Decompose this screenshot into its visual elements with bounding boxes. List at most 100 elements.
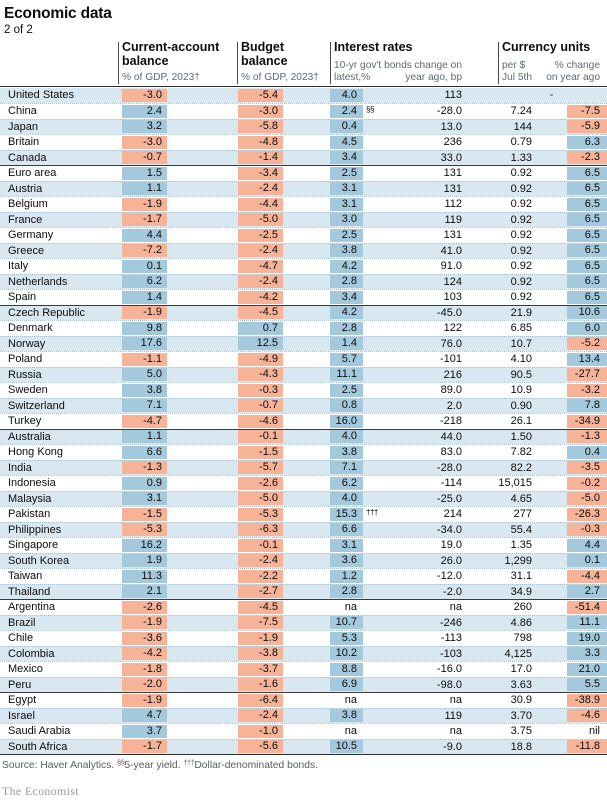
current-account-cell-value: 1.4 — [122, 290, 167, 304]
rate-change-cell: -103 — [439, 647, 462, 660]
budget-balance-cell: -4.4 — [238, 197, 283, 212]
rate-change-cell: -9.0 — [443, 740, 462, 753]
country-name: Argentina — [8, 601, 56, 614]
spacer — [283, 120, 330, 135]
fx-change-cell: 6.5 — [567, 290, 607, 305]
per-dollar-cell — [466, 88, 536, 104]
current-account-cell: -1.9 — [122, 616, 167, 631]
current-account-cell: 1.1 — [122, 182, 167, 197]
bond-rate-cell-value: 6.9 — [330, 678, 363, 692]
per-dollar-cell: 0.92 — [510, 182, 532, 195]
per-dollar-cell: 18.8 — [510, 740, 532, 753]
rate-change-cell: 26.0 — [440, 554, 462, 567]
footnote-marker — [363, 151, 385, 166]
current-account-cell-value: 3.1 — [122, 492, 167, 506]
bond-rate-cell-value: 3.8 — [330, 244, 363, 258]
spacer — [283, 352, 330, 367]
budget-balance-cell: -5.0 — [238, 492, 283, 507]
spacer — [283, 709, 330, 724]
footnote-symbol-2: ††† — [183, 758, 195, 767]
spacer — [536, 507, 567, 522]
spacer — [536, 368, 567, 383]
fx-change-cell: 6.5 — [567, 228, 607, 243]
budget-balance-cell-value: -1.0 — [238, 724, 283, 738]
current-account-cell: 0.1 — [122, 259, 167, 274]
bond-rate-cell-value: 3.4 — [330, 151, 363, 165]
current-account-cell: 11.3 — [122, 569, 167, 584]
table-row: Canada -0.7 -1.4 3.4 33.0 1.33 -2.3 — [0, 149, 607, 166]
budget-balance-cell-value: -0.1 — [238, 538, 283, 552]
footnote-marker — [363, 368, 385, 383]
per-dollar-cell: 10.9 — [510, 384, 532, 397]
current-account-cell-value: -1.9 — [122, 197, 167, 211]
current-account-cell: 1.1 — [122, 430, 167, 445]
rate-change-cell: -28.0 — [436, 105, 462, 118]
spacer — [536, 120, 567, 135]
table-row: Sweden 3.8 -0.3 2.5 89.0 10.9 -3.2 — [0, 382, 607, 398]
footnote-marker — [363, 321, 385, 336]
current-account-cell: 17.6 — [122, 337, 167, 352]
bond-rate-cell-value: 3.8 — [330, 709, 363, 723]
budget-balance-cell-value: -0.7 — [238, 399, 283, 413]
spacer — [536, 352, 567, 367]
economist-logo-text: The Economist — [2, 784, 79, 798]
rate-change-cell: 131 — [443, 167, 462, 180]
per-dollar-cell: 0.90 — [510, 399, 532, 412]
fx-change-cell: -11.8 — [567, 740, 607, 755]
budget-balance-cell-value: -1.9 — [238, 631, 283, 645]
rate-change-cell: -114 — [440, 477, 462, 490]
rate-change-cell: -218 — [439, 415, 462, 428]
country-name: Poland — [8, 353, 43, 366]
per-dollar-cell: 0.92 — [510, 167, 532, 180]
fx-change-cell-value: -38.9 — [567, 693, 607, 707]
fx-change-cell-value: 21.0 — [567, 662, 607, 676]
budget-balance-cell: -2.4 — [238, 244, 283, 259]
bond-rate-cell-value: na — [344, 600, 357, 613]
per-dollar-cell: 4.86 — [510, 616, 532, 629]
budget-balance-cell: -2.2 — [238, 569, 283, 584]
current-account-cell: -1.9 — [122, 197, 167, 212]
bond-rate-cell-value: 2.5 — [330, 228, 363, 242]
bond-rate-cell: 3.1 — [330, 182, 363, 197]
footnote-marker — [363, 290, 385, 305]
table-row: Israel 4.7 -2.4 3.8 119 3.70 -4.6 — [0, 707, 607, 724]
spacer — [283, 600, 330, 615]
rate-change-cell: 76.0 — [440, 337, 462, 350]
spacer — [283, 461, 330, 476]
bond-rate-cell-value: 4.0 — [330, 430, 363, 444]
per-dollar-cell: 31.1 — [510, 570, 532, 583]
country-name: Britain — [8, 136, 40, 149]
bond-rate-cell: na — [330, 693, 363, 708]
bond-rate-cell-value: 3.6 — [330, 554, 363, 568]
country-name: Chile — [8, 632, 34, 645]
fx-change-cell-value: 10.6 — [567, 306, 607, 320]
fx-change-cell-value: -2.3 — [567, 151, 607, 165]
fx-change-cell-value: 6.5 — [567, 290, 607, 304]
current-account-cell-value: 1.5 — [122, 166, 167, 180]
budget-balance-cell: -4.7 — [238, 259, 283, 274]
country-name: Indonesia — [8, 477, 56, 490]
col-header-budget: Budget balance — [241, 40, 288, 68]
bond-rate-cell: 2.4 — [330, 104, 363, 119]
current-account-cell: -1.7 — [122, 740, 167, 755]
budget-balance-cell: -4.9 — [238, 352, 283, 367]
country-name: South Africa — [8, 740, 68, 753]
bond-rate-cell: 0.8 — [330, 399, 363, 414]
current-account-cell-value: 9.8 — [122, 321, 167, 335]
rate-change-cell: -45.0 — [436, 306, 462, 319]
header-divider-line — [330, 42, 331, 84]
per-dollar-cell: 0.92 — [510, 198, 532, 211]
table-row: Norway 17.6 12.5 1.4 76.0 10.7 -5.2 — [0, 335, 607, 352]
budget-balance-cell: -5.3 — [238, 507, 283, 522]
bond-rate-cell-value: 10.7 — [330, 616, 363, 630]
bond-rate-cell-value: na — [344, 724, 357, 737]
rate-change-cell: -16.0 — [436, 663, 462, 676]
rate-change-cell: 41.0 — [440, 244, 462, 257]
footnote-marker — [363, 678, 385, 693]
current-account-cell-value: -1.5 — [122, 507, 167, 521]
budget-balance-cell-value: -6.3 — [238, 523, 283, 537]
spacer — [536, 538, 567, 553]
footnote-marker — [363, 569, 385, 584]
table-header: Current-account balance % of GDP, 2023† … — [0, 40, 607, 87]
footnote-marker — [363, 724, 385, 739]
